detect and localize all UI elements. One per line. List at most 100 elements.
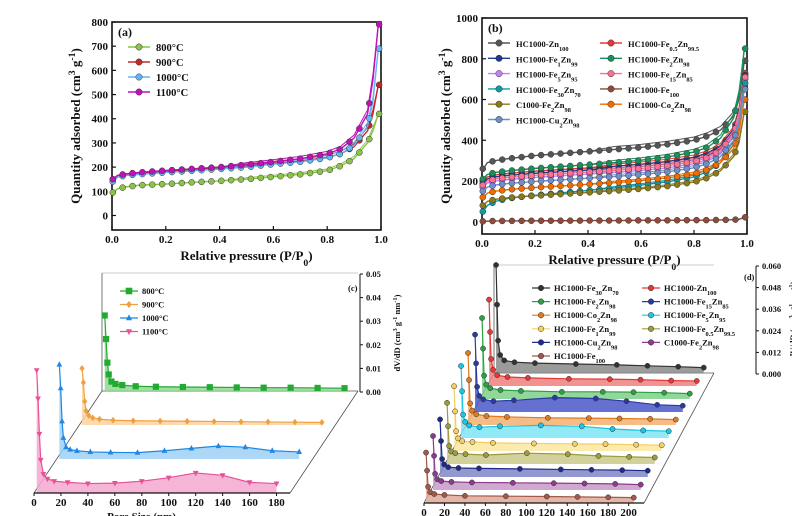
legend-label: HC1000-Fe0.5Zn99.5 — [628, 39, 699, 53]
data-point — [528, 217, 535, 225]
floor-depth-edge — [643, 372, 715, 504]
data-point — [79, 364, 85, 372]
data-point — [356, 125, 363, 132]
data-point — [693, 378, 700, 384]
data-point — [683, 159, 691, 167]
legend-label: HC1000-Cu2Zn98 — [554, 337, 617, 351]
data-point — [498, 156, 506, 163]
legend-label: HC1000-Fe5Zn95 — [664, 310, 726, 324]
data-point — [469, 439, 476, 445]
data-point — [375, 110, 383, 118]
data-point — [287, 384, 294, 391]
data-point — [557, 466, 564, 473]
data-point — [576, 169, 584, 176]
data-point — [479, 165, 487, 173]
data-point — [637, 481, 644, 488]
y-tick-label: 700 — [92, 41, 109, 53]
data-point — [277, 172, 284, 180]
data-point — [184, 417, 190, 425]
data-point — [547, 191, 555, 198]
data-point — [215, 442, 222, 449]
data-point — [267, 158, 274, 166]
legend-marker — [125, 287, 133, 295]
data-point — [566, 375, 572, 382]
series-b-10 — [479, 86, 749, 195]
data-point — [658, 442, 665, 449]
data-point — [537, 171, 545, 179]
legend-label: HC1000-Fe0.5Zn99.5 — [664, 324, 735, 338]
x-tick-label: 0.8 — [687, 238, 701, 250]
data-point — [296, 155, 304, 162]
data-point — [518, 193, 525, 200]
data-point — [566, 182, 574, 189]
data-point — [161, 447, 168, 453]
y-tick-label: 100 — [92, 186, 109, 198]
data-point — [452, 408, 458, 415]
data-point — [188, 165, 195, 173]
legend-b: HC1000-Zn100 HC1000-Fe0.5Zn99.5 HC1000-Fe1… — [488, 39, 699, 129]
data-point — [218, 177, 225, 185]
data-point — [552, 394, 558, 401]
data-point — [586, 189, 593, 196]
data-point — [672, 416, 679, 423]
data-point — [67, 446, 74, 452]
legend-marker — [135, 73, 143, 81]
data-point — [625, 145, 632, 152]
panel-d: 020406080100120140160180200Pore Size (nm… — [421, 261, 792, 516]
x-tick-label: 0.2 — [528, 238, 542, 250]
data-point — [616, 415, 623, 422]
data-point — [566, 190, 574, 197]
legend-marker — [537, 312, 545, 319]
data-point — [703, 154, 710, 162]
legend-label: HC1000-Zn100 — [516, 39, 569, 53]
data-point — [644, 362, 651, 369]
series-c-0 — [101, 312, 348, 392]
data-point — [559, 388, 565, 395]
data-point — [448, 479, 455, 485]
data-point — [490, 366, 496, 373]
data-point — [693, 216, 700, 224]
data-point — [218, 163, 225, 171]
series-d-6 — [451, 383, 665, 451]
series-line — [467, 352, 676, 421]
data-point — [606, 376, 613, 383]
data-point — [576, 148, 584, 156]
series-line — [446, 402, 655, 459]
data-point — [277, 157, 284, 165]
data-point — [508, 194, 516, 201]
x-tick-label: 60 — [480, 507, 492, 516]
data-point — [654, 154, 661, 162]
series-line — [488, 299, 697, 382]
data-point — [571, 440, 578, 447]
series-d-7 — [444, 399, 658, 464]
y-axis-label: Quantity adsorbed (cm3 g-1) — [437, 48, 454, 204]
data-point — [664, 141, 671, 148]
data-point — [504, 374, 511, 380]
data-point — [732, 216, 739, 223]
data-point — [138, 479, 145, 485]
data-point — [547, 183, 555, 190]
data-point — [654, 401, 661, 408]
series-line — [58, 364, 300, 454]
data-point — [375, 21, 383, 28]
data-point — [586, 217, 593, 224]
data-point — [208, 178, 215, 185]
data-point — [296, 171, 304, 178]
data-point — [673, 181, 681, 188]
data-point — [518, 166, 525, 173]
data-point — [586, 148, 593, 155]
data-point — [596, 217, 603, 224]
legend-c: 800°C 900°C 1000°C 1100°C — [120, 286, 169, 337]
data-point — [644, 217, 652, 224]
data-point — [596, 188, 603, 195]
data-point — [257, 159, 265, 167]
x-tick-label: 0.0 — [105, 234, 119, 246]
data-point — [586, 180, 593, 188]
legend-label: 1100°C — [156, 88, 188, 99]
x-tick-label: 80 — [136, 497, 148, 509]
data-point — [722, 153, 729, 161]
legend-marker — [125, 329, 133, 336]
data-point — [644, 467, 651, 474]
data-point — [596, 168, 603, 175]
